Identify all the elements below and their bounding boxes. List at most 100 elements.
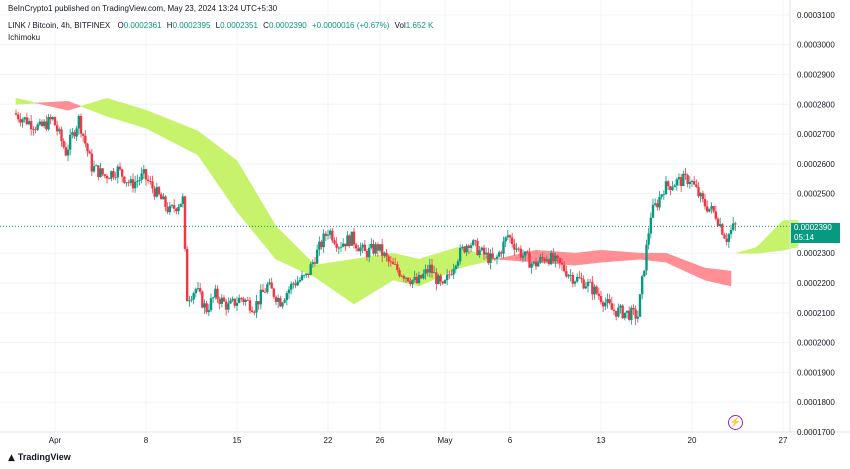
candle-body [257,301,260,305]
candle-body [27,121,31,125]
candle-body [370,243,373,248]
candle-body [248,300,252,311]
cloud-segment [223,150,228,199]
candle-body [712,206,715,212]
candle-body [51,117,55,120]
cloud-segment [610,250,615,262]
candle-body [513,244,516,250]
cloud-segment [603,250,608,263]
candle-body [346,235,349,247]
cloud-segment [613,250,618,262]
candle-body [422,273,425,279]
cloud-segment [217,145,222,189]
candle-body [656,203,659,208]
cloud-segment [275,225,280,262]
candle-body [575,276,579,282]
cloud-segment [252,187,257,237]
candle-body [636,316,640,319]
symbol-title[interactable]: LINK / Bitcoin, 4h, BITFINEX [8,21,111,30]
candle-body [348,235,351,246]
candle-body [387,256,390,262]
candle-body [547,259,551,265]
candle-body [612,309,616,311]
candle-body [335,243,338,248]
candle-body [424,269,427,274]
candlestick-series [14,109,737,326]
candle-body [55,125,59,132]
candle-body [610,303,614,310]
candle-body [476,240,479,256]
lightning-icon[interactable]: ⚡ [728,415,743,430]
candle-body [75,128,78,137]
candle-body [504,237,507,242]
candle-body [60,129,63,142]
price-tick-label: 0.0002000 [797,339,835,348]
candle-body [354,244,358,249]
cloud-segment [724,270,729,286]
candle-body [517,248,520,250]
candle-body [625,310,629,313]
cloud-segment [516,253,521,262]
time-axis[interactable]: Apr 8 15 22 26 May 6 13 20 27 [49,436,788,445]
candle-body [645,244,648,271]
candle-body [88,151,91,154]
candle-body [367,247,371,258]
low-value: 0.0002351 [220,21,258,30]
candle-body [120,169,124,177]
candle-body [536,262,540,267]
candle-body [515,248,518,250]
candle-body [445,274,449,281]
cloud-segment [129,104,134,125]
candle-body [500,252,503,254]
candle-body [731,223,735,230]
candle-body [402,276,406,279]
candle-body [638,294,642,317]
time-tick-label: 26 [376,436,385,445]
candle-body [146,179,150,182]
candle-body [68,134,72,150]
cloud-segment [535,249,540,263]
candle-body [643,270,646,277]
cloud-segment [145,109,150,131]
cloud-segment [755,244,760,254]
cloud-segment [148,111,153,132]
cloud-segment [194,129,199,156]
cloud-segment [707,268,712,282]
candle-body [608,299,611,304]
cloud-segment [655,252,660,262]
cloud-segment [441,250,446,277]
cloud-segment [187,126,192,153]
cloud-segment [360,257,365,301]
cloud-segment [25,100,30,105]
candle-body [326,234,330,236]
cloud-segment [249,181,254,233]
candle-body [357,248,360,252]
candle-body [452,269,455,275]
candle-body [279,297,282,307]
close-value: 0.0002390 [268,21,307,30]
candle-body [617,307,620,317]
cloud-segment [574,252,579,266]
price-tick-label: 0.0002100 [797,309,835,318]
candle-body [614,310,618,317]
candle-body [426,269,429,273]
cloud-segment [31,101,36,104]
candle-body [224,301,228,310]
candle-body [703,199,707,207]
candle-body [66,149,70,156]
cloud-segment [581,251,586,265]
indicator-label[interactable]: Ichimoku [8,33,41,42]
candle-body [567,275,570,277]
candle-body [81,133,85,136]
candle-body [658,196,661,208]
cloud-segment [353,258,358,305]
candle-body [560,262,564,265]
candle-body [183,196,187,249]
cloud-segment [742,250,747,254]
cloud-segment [356,257,361,303]
candle-body [597,293,601,296]
price-axis[interactable]: 0.0003100 0.0003000 0.0002900 0.0002800 0.00… [797,11,835,437]
time-tick-label: 13 [597,436,606,445]
cloud-segment [444,249,449,275]
